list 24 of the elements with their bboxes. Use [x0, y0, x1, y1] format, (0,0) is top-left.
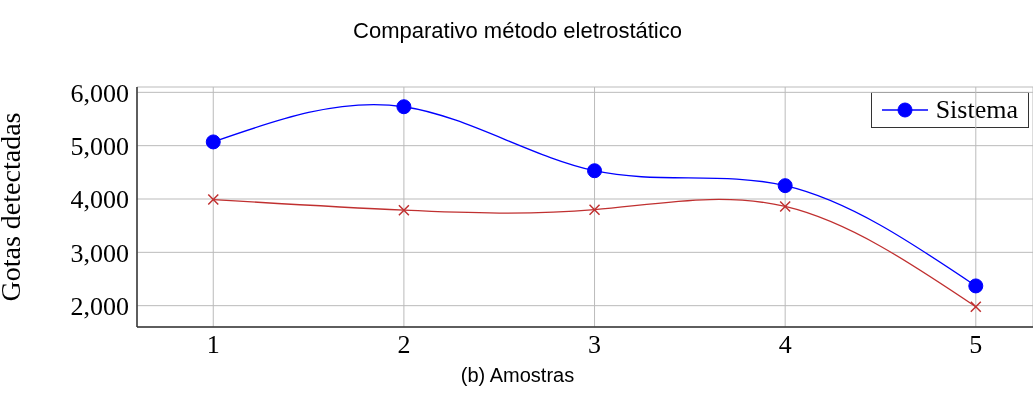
point: [588, 203, 601, 216]
point: [587, 163, 603, 179]
x-tick-label: 1: [206, 330, 220, 360]
point: [779, 200, 791, 213]
y-tick-label: 3,000: [70, 238, 129, 268]
x-tick-label: 2: [397, 330, 411, 360]
point: [777, 178, 793, 194]
point: [398, 204, 410, 216]
y-tick-label: 4,000: [70, 185, 129, 215]
x-tick-label: 5: [969, 330, 983, 360]
point: [205, 134, 221, 150]
x-tick-label: 3: [588, 330, 602, 360]
point: [968, 278, 984, 294]
y-tick-label: 5,000: [70, 131, 129, 161]
chart-title: Comparativo método eletrostático: [352, 18, 683, 44]
point: [207, 193, 220, 206]
x-axis-title: (b) Amostras: [459, 364, 576, 387]
y-axis-title: Gotas detectadas: [0, 112, 26, 302]
point: [396, 99, 412, 115]
point: [970, 300, 982, 313]
x-tick-label: 4: [778, 330, 792, 360]
y-tick-label: 2,000: [70, 291, 129, 321]
legend-label: Sistema: [935, 95, 1018, 125]
y-tick-label: 6,000: [70, 78, 129, 108]
